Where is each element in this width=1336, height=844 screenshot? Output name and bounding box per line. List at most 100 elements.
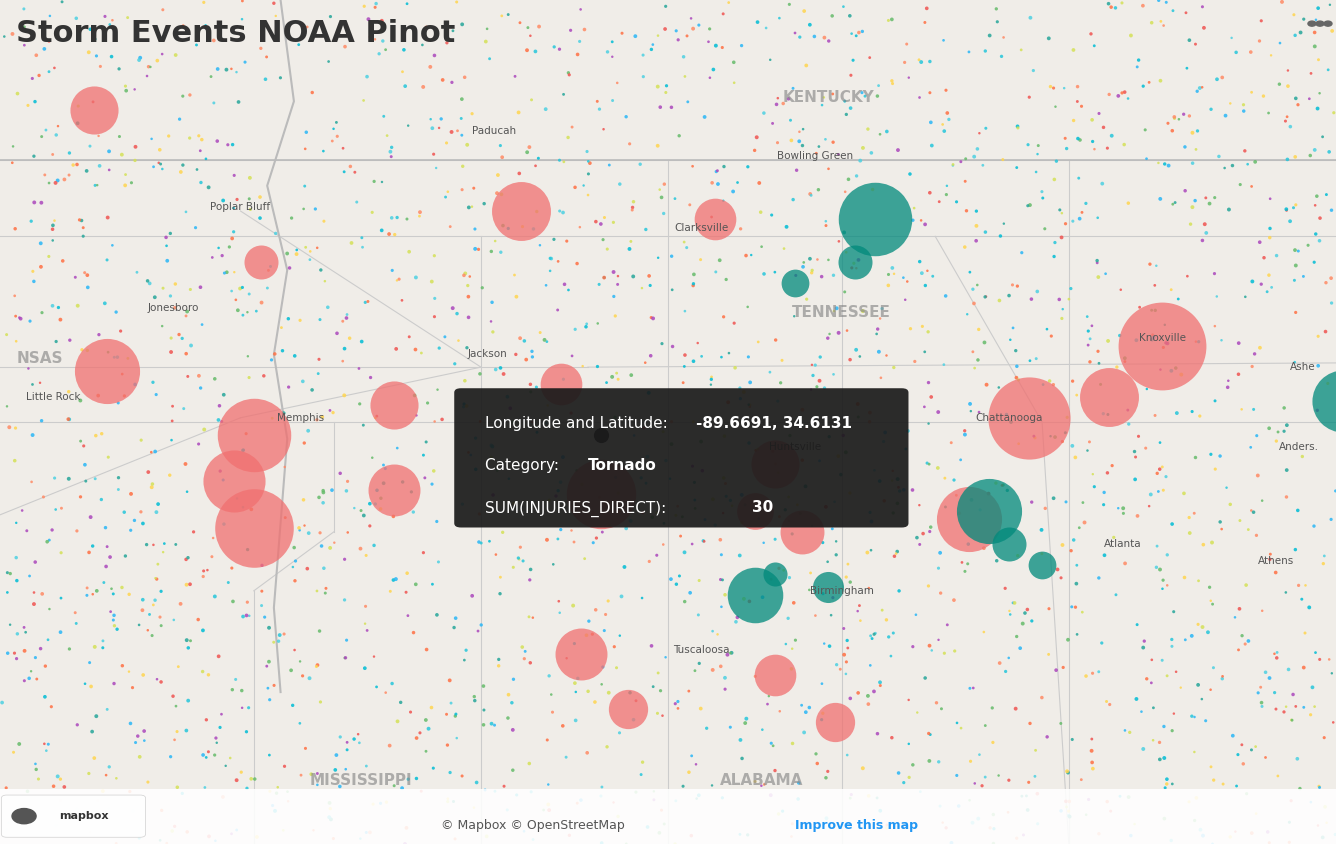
Point: [862, 182, 883, 196]
Point: [1293, 701, 1315, 714]
Point: [1200, 102, 1221, 116]
Point: [1184, 711, 1205, 724]
Point: [910, 214, 931, 227]
Point: [183, 525, 204, 538]
Point: [699, 22, 720, 35]
Point: [208, 399, 230, 413]
Point: [399, 706, 421, 719]
Point: [983, 822, 1005, 836]
Point: [982, 736, 1003, 749]
Point: [1136, 152, 1157, 165]
Point: [306, 413, 327, 426]
Point: [119, 665, 140, 679]
Point: [731, 39, 752, 52]
Point: [239, 609, 261, 623]
Point: [1096, 267, 1117, 280]
Point: [1229, 514, 1250, 528]
Point: [83, 103, 104, 116]
Point: [389, 273, 410, 286]
Text: Clarksville: Clarksville: [675, 223, 728, 233]
Point: [921, 644, 942, 657]
Point: [823, 268, 844, 282]
Point: [556, 235, 577, 248]
Point: [771, 354, 792, 367]
Point: [1161, 364, 1182, 377]
Point: [440, 766, 461, 779]
Point: [1299, 92, 1320, 106]
Point: [1185, 335, 1206, 349]
Point: [1098, 88, 1120, 101]
Point: [1269, 78, 1291, 91]
Point: [764, 567, 786, 581]
Point: [683, 268, 704, 281]
Point: [803, 369, 824, 382]
Point: [1153, 484, 1174, 497]
Point: [1006, 630, 1027, 643]
Point: [1114, 85, 1136, 99]
Point: [458, 201, 480, 214]
Point: [429, 341, 450, 354]
Point: [1066, 388, 1088, 402]
Point: [394, 837, 415, 844]
Point: [806, 747, 827, 760]
Point: [713, 160, 735, 173]
Point: [711, 600, 732, 614]
Point: [151, 319, 172, 333]
Point: [1073, 495, 1094, 509]
Point: [935, 500, 957, 514]
Point: [21, 475, 43, 489]
Point: [95, 768, 116, 782]
Point: [91, 427, 112, 441]
Point: [281, 663, 302, 677]
Point: [818, 332, 839, 345]
Point: [373, 477, 394, 490]
Point: [456, 399, 477, 413]
Point: [490, 571, 512, 584]
Point: [518, 757, 540, 771]
Point: [1186, 124, 1208, 138]
Point: [210, 464, 231, 478]
Point: [65, 617, 87, 630]
Point: [188, 129, 210, 143]
Point: [818, 35, 839, 48]
Point: [959, 755, 981, 768]
Point: [1265, 565, 1287, 579]
Point: [353, 94, 374, 107]
Point: [619, 242, 640, 256]
Point: [550, 377, 572, 391]
Point: [1304, 256, 1325, 269]
Point: [899, 167, 921, 181]
Point: [402, 506, 424, 519]
Point: [307, 778, 329, 792]
Point: [319, 403, 341, 417]
Point: [1182, 156, 1204, 170]
Point: [440, 674, 461, 687]
Point: [294, 142, 315, 155]
Point: [67, 116, 88, 130]
Point: [635, 356, 656, 370]
Point: [965, 776, 986, 790]
Point: [96, 365, 118, 378]
Point: [1259, 671, 1280, 684]
Point: [114, 506, 135, 519]
Point: [631, 768, 652, 782]
Point: [795, 479, 816, 493]
Point: [326, 749, 347, 762]
Point: [1027, 148, 1049, 161]
Point: [806, 410, 827, 424]
Point: [1285, 198, 1307, 212]
Point: [950, 722, 971, 735]
Point: [937, 179, 958, 192]
Point: [715, 477, 736, 490]
Point: [811, 713, 832, 727]
Point: [147, 497, 168, 511]
Point: [509, 553, 530, 566]
Point: [1005, 344, 1026, 357]
Point: [106, 836, 127, 844]
Point: [759, 365, 780, 379]
Point: [1, 156, 23, 170]
Point: [0, 567, 21, 581]
Point: [1220, 498, 1241, 511]
Point: [588, 278, 609, 291]
Point: [935, 84, 957, 97]
